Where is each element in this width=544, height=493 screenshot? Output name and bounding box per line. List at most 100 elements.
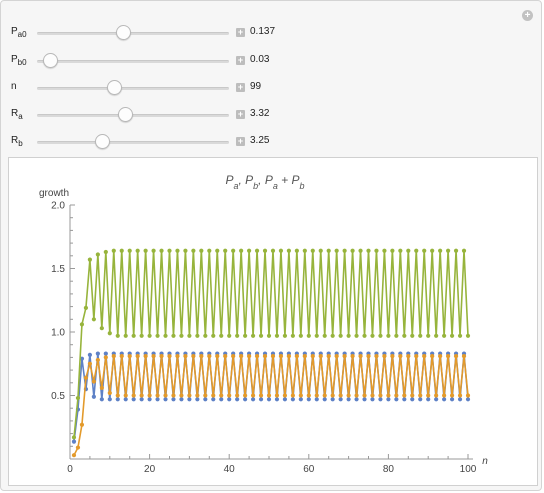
data-point-sum (346, 333, 351, 338)
data-point-a (227, 397, 232, 402)
data-point-sum (278, 248, 284, 253)
data-point-a (219, 397, 224, 402)
data-point-sum (358, 248, 363, 253)
slider-track[interactable] (37, 87, 229, 90)
slider-track[interactable] (37, 60, 229, 63)
data-point-b (461, 354, 467, 359)
expand-plus-icon[interactable]: + (236, 27, 245, 37)
data-point-b (390, 354, 395, 359)
data-point-b (410, 393, 415, 398)
control-row-pa0: Pa0 +0.137 (1, 23, 321, 43)
data-point-sum (378, 333, 383, 338)
data-point-a (274, 397, 280, 402)
data-point-b (386, 393, 391, 398)
data-point-b (155, 393, 160, 398)
data-point-b (199, 354, 204, 359)
data-point-sum (402, 333, 407, 338)
data-point-sum (191, 248, 196, 253)
data-point-a (123, 397, 128, 402)
data-point-b (290, 393, 295, 398)
control-label-main: P (11, 54, 18, 65)
data-point-sum (258, 333, 264, 338)
data-point-a (338, 397, 343, 402)
data-point-a (434, 397, 439, 402)
data-point-b (366, 354, 371, 359)
data-point-a (314, 397, 319, 402)
data-point-sum (215, 248, 220, 253)
control-value: 3.25 (250, 135, 270, 146)
data-point-sum (350, 248, 355, 253)
series-sum (71, 248, 471, 440)
expand-plus-icon[interactable]: + (236, 82, 245, 92)
data-point-sum (195, 333, 200, 338)
expand-plus-icon[interactable]: + (236, 109, 245, 119)
chart-title-text: , P (258, 173, 273, 187)
data-point-a (410, 397, 415, 402)
x-axis-label: n (482, 456, 488, 467)
data-point-sum (465, 333, 471, 338)
data-point-sum (163, 333, 168, 338)
data-point-b (306, 393, 311, 398)
data-point-b (187, 393, 192, 398)
slider-track[interactable] (37, 32, 229, 35)
slider-track[interactable] (37, 141, 229, 144)
data-point-b (135, 354, 140, 359)
slider-thumb[interactable] (95, 134, 111, 149)
data-point-b (338, 393, 343, 398)
data-point-b (250, 393, 256, 398)
data-point-b (430, 354, 435, 359)
data-point-a (163, 397, 168, 402)
data-point-b (143, 354, 148, 359)
slider-thumb[interactable] (106, 80, 122, 95)
x-tick-label: 20 (144, 464, 156, 475)
slider-thumb[interactable] (43, 53, 59, 68)
data-point-sum (71, 435, 77, 440)
growth-chart: Pa, Pb, Pa + Pb growth n 0 20 40 60 80 1000.5… (39, 173, 488, 475)
data-point-sum (107, 331, 112, 336)
data-point-sum (442, 333, 447, 338)
data-point-b (75, 445, 81, 450)
data-point-a (87, 352, 92, 357)
data-point-sum (326, 248, 331, 253)
chart-title: Pa, Pb, Pa + Pb (225, 173, 304, 191)
data-point-a (457, 397, 463, 402)
data-point-sum (115, 333, 120, 338)
data-point-b (103, 355, 108, 360)
expand-plus-icon[interactable]: + (236, 55, 245, 65)
data-point-sum (123, 333, 128, 338)
slider-thumb[interactable] (116, 25, 132, 40)
control-row-pb0: Pb0 +0.03 (1, 51, 321, 71)
data-point-sum (338, 333, 343, 338)
control-label: n (11, 81, 17, 92)
data-point-b (298, 393, 303, 398)
data-point-b (163, 393, 168, 398)
chart-title-subscript: a (233, 181, 238, 191)
options-plus-icon[interactable]: + (522, 10, 533, 21)
data-point-sum (187, 333, 192, 338)
data-point-sum (243, 333, 248, 338)
data-point-sum (79, 322, 85, 327)
chart-title-text: , P (238, 173, 253, 187)
data-point-b (227, 393, 232, 398)
data-point-sum (286, 248, 291, 253)
data-point-sum (171, 333, 176, 338)
data-point-a (322, 397, 327, 402)
slider-thumb[interactable] (118, 107, 134, 122)
control-label-main: n (11, 81, 17, 92)
chart-title-subscript: b (300, 181, 305, 191)
data-point-a (378, 397, 383, 402)
data-point-sum (410, 333, 415, 338)
series-line-sum (73, 249, 469, 438)
data-point-b (79, 422, 85, 427)
data-point-a (394, 397, 399, 402)
data-point-sum (159, 248, 164, 253)
expand-plus-icon[interactable]: + (236, 136, 245, 146)
data-point-a (179, 397, 184, 402)
data-point-b (302, 354, 307, 359)
x-tick-label: 80 (383, 464, 395, 475)
data-point-sum (75, 395, 81, 401)
data-point-b (139, 393, 144, 398)
data-point-sum (183, 248, 188, 253)
data-point-sum (207, 248, 212, 253)
data-point-sum (99, 326, 104, 331)
